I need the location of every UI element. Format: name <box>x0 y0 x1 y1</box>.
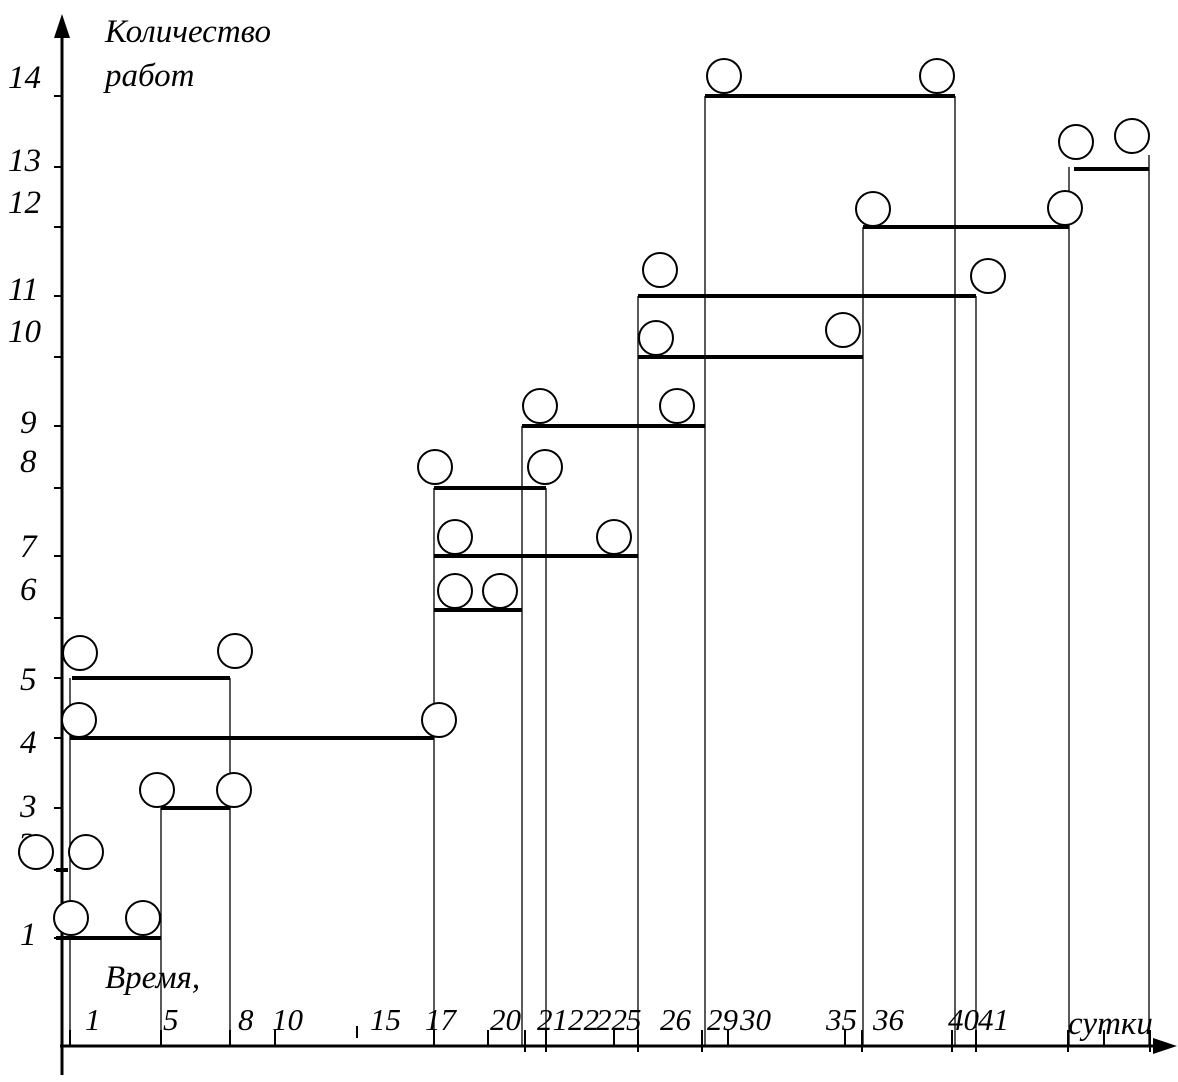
event-circle <box>825 312 861 348</box>
event-circle <box>139 772 175 808</box>
event-circle <box>62 635 98 671</box>
y-label-10: 10 <box>8 314 42 350</box>
event-circle <box>919 58 955 94</box>
x-label-40: 40 <box>948 1002 980 1037</box>
event-circle <box>970 258 1006 294</box>
event-circle <box>1114 118 1150 154</box>
y-label-14: 14 <box>8 60 41 96</box>
event-circle <box>638 320 674 356</box>
event-circle <box>855 191 891 227</box>
x-label-8: 8 <box>238 1002 254 1037</box>
event-circle <box>437 519 473 555</box>
x-label-10: 10 <box>272 1002 304 1037</box>
event-circle <box>125 900 161 936</box>
x-label-29: 29 <box>707 1002 738 1037</box>
event-circle <box>1047 190 1083 226</box>
y-label-11: 11 <box>8 272 39 308</box>
x-label-5: 5 <box>163 1002 179 1037</box>
x-label-26: 26 <box>660 1002 692 1037</box>
y-label-5: 5 <box>20 662 37 698</box>
y-label-7: 7 <box>20 529 38 565</box>
event-circle <box>522 388 558 424</box>
y-label-13: 13 <box>8 143 41 179</box>
event-circle <box>437 573 473 609</box>
event-circle <box>527 449 563 485</box>
x-label-5b: 5 <box>626 1002 642 1037</box>
x-axis-unit: сутки <box>1068 1006 1153 1042</box>
event-circle <box>596 519 632 555</box>
x-axis-arrow <box>1153 1038 1177 1054</box>
event-circle <box>642 252 678 288</box>
y-label-8: 8 <box>20 444 37 480</box>
x-label-41: 41 <box>978 1002 1009 1037</box>
x-label-1: 1 <box>85 1002 101 1037</box>
event-circle <box>53 900 89 936</box>
x-label-15: 15 <box>370 1002 401 1037</box>
event-circle <box>417 449 453 485</box>
y-axis-arrow <box>54 14 70 38</box>
event-circle <box>61 702 97 738</box>
y-label-1: 1 <box>20 917 37 953</box>
y-label-6: 6 <box>20 572 37 608</box>
event-circle <box>659 388 695 424</box>
y-axis-title-line2: работ <box>103 58 195 94</box>
x-label-36: 36 <box>872 1002 905 1037</box>
event-circle <box>18 834 54 870</box>
work-bars <box>56 94 1149 940</box>
x-label-35: 35 <box>825 1002 857 1037</box>
y-axis-title-line1: Количество <box>104 14 271 50</box>
vertical-lines <box>69 96 1150 1046</box>
event-circles <box>18 58 1150 936</box>
event-circle <box>706 58 742 94</box>
x-label-17: 17 <box>425 1002 458 1037</box>
y-label-3: 3 <box>19 789 37 825</box>
event-circle <box>217 633 253 669</box>
x-label-22a: 22 <box>568 1002 599 1037</box>
y-label-12: 12 <box>8 185 41 221</box>
event-circle <box>68 834 104 870</box>
event-circle <box>482 573 518 609</box>
event-circle <box>1058 124 1094 160</box>
y-label-9: 9 <box>20 405 37 441</box>
event-circle <box>421 702 457 738</box>
x-label-30: 30 <box>739 1002 772 1037</box>
y-label-4: 4 <box>20 725 37 761</box>
event-circle <box>216 772 252 808</box>
x-label-20: 20 <box>490 1002 522 1037</box>
x-axis-title: Время, <box>105 960 200 996</box>
x-label-22b: 22 <box>596 1002 627 1037</box>
x-label-21: 21 <box>537 1002 568 1037</box>
